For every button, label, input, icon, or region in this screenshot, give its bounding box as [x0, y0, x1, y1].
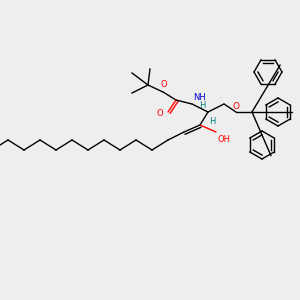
Text: OH: OH [218, 135, 231, 144]
Text: O: O [156, 110, 163, 118]
Text: O: O [161, 80, 167, 89]
Text: O: O [232, 102, 239, 111]
Text: NH: NH [193, 93, 206, 102]
Text: H: H [200, 101, 206, 110]
Text: H: H [209, 117, 215, 126]
